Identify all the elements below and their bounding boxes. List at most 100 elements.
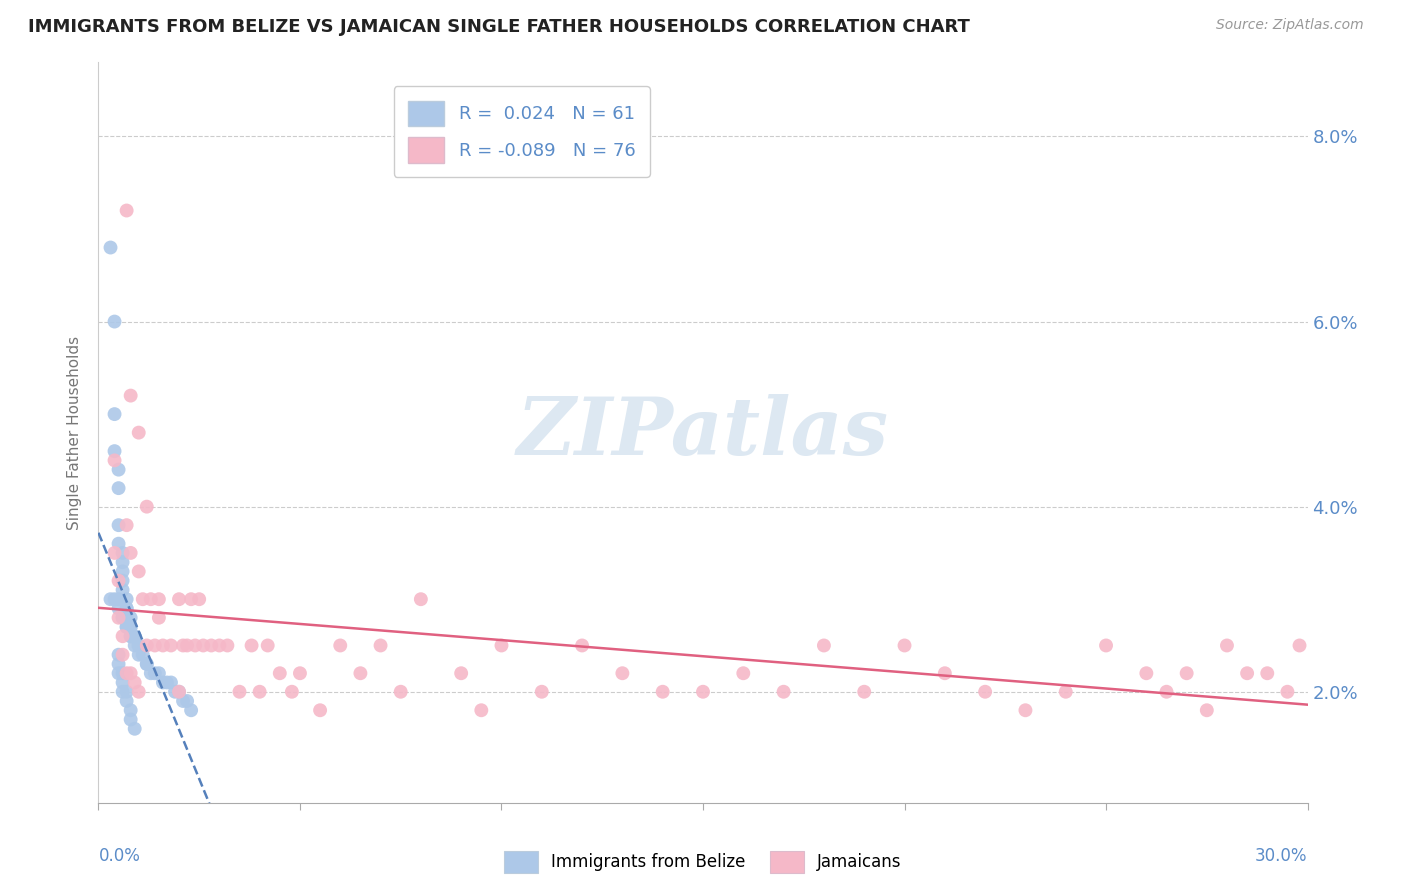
Point <box>100 592 122 607</box>
Point <box>176 639 198 653</box>
Point <box>107 574 129 588</box>
Point <box>1135 666 1157 681</box>
Point <box>120 610 142 624</box>
Point <box>309 703 332 717</box>
Point <box>111 546 134 560</box>
Point <box>115 601 138 615</box>
Point <box>733 666 755 681</box>
Point <box>107 536 129 550</box>
Point <box>1236 666 1258 681</box>
Point <box>103 453 125 467</box>
Point <box>530 685 553 699</box>
Point <box>124 629 146 643</box>
Point <box>152 675 174 690</box>
Point <box>128 639 150 653</box>
Point <box>167 685 190 699</box>
Text: ZIPatlas: ZIPatlas <box>517 394 889 471</box>
Point <box>1195 703 1218 717</box>
Point <box>135 657 157 671</box>
Point <box>124 639 146 653</box>
Point <box>200 639 222 653</box>
Point <box>1095 639 1118 653</box>
Point <box>409 592 432 607</box>
Point <box>107 518 129 533</box>
Point <box>240 639 263 653</box>
Point <box>156 675 179 690</box>
Point <box>103 314 125 328</box>
Point <box>571 639 593 653</box>
Y-axis label: Single Father Households: Single Father Households <box>67 335 83 530</box>
Point <box>128 565 150 579</box>
Point <box>269 666 291 681</box>
Point <box>1216 639 1239 653</box>
Point <box>115 610 138 624</box>
Legend: Immigrants from Belize, Jamaicans: Immigrants from Belize, Jamaicans <box>498 845 908 880</box>
Point <box>111 610 134 624</box>
Point <box>143 666 166 681</box>
Point <box>853 685 876 699</box>
Point <box>167 685 190 699</box>
Point <box>107 657 129 671</box>
Point <box>491 639 513 653</box>
Point <box>160 675 183 690</box>
Legend: R =  0.024   N = 61, R = -0.089   N = 76: R = 0.024 N = 61, R = -0.089 N = 76 <box>394 87 650 178</box>
Point <box>1288 639 1310 653</box>
Point <box>107 592 129 607</box>
Point <box>107 666 129 681</box>
Point <box>692 685 714 699</box>
Point <box>148 592 170 607</box>
Text: 30.0%: 30.0% <box>1256 847 1308 865</box>
Point <box>651 685 673 699</box>
Point <box>1277 685 1299 699</box>
Point <box>450 666 472 681</box>
Point <box>217 639 239 653</box>
Point <box>103 407 125 421</box>
Point <box>349 666 371 681</box>
Point <box>329 639 352 653</box>
Point <box>470 703 492 717</box>
Point <box>1256 666 1278 681</box>
Point <box>143 639 166 653</box>
Point <box>111 629 134 643</box>
Point <box>208 639 231 653</box>
Point <box>107 648 129 662</box>
Point <box>124 629 146 643</box>
Point <box>934 666 956 681</box>
Point <box>120 620 142 634</box>
Point <box>111 610 134 624</box>
Point <box>281 685 304 699</box>
Point <box>188 592 211 607</box>
Point <box>370 639 392 653</box>
Point <box>115 203 138 218</box>
Text: IMMIGRANTS FROM BELIZE VS JAMAICAN SINGLE FATHER HOUSEHOLDS CORRELATION CHART: IMMIGRANTS FROM BELIZE VS JAMAICAN SINGL… <box>28 18 970 36</box>
Point <box>772 685 794 699</box>
Point <box>124 675 146 690</box>
Point <box>139 666 162 681</box>
Point <box>115 601 138 615</box>
Point <box>120 629 142 643</box>
Point <box>111 565 134 579</box>
Point <box>184 639 207 653</box>
Point <box>180 703 202 717</box>
Point <box>115 685 138 699</box>
Text: Source: ZipAtlas.com: Source: ZipAtlas.com <box>1216 18 1364 32</box>
Point <box>160 639 183 653</box>
Point <box>389 685 412 699</box>
Point <box>128 639 150 653</box>
Point <box>120 703 142 717</box>
Point <box>139 592 162 607</box>
Point <box>256 639 278 653</box>
Point <box>172 639 194 653</box>
Point <box>120 666 142 681</box>
Point <box>120 620 142 634</box>
Point <box>111 648 134 662</box>
Point <box>111 574 134 588</box>
Point <box>152 639 174 653</box>
Point <box>180 592 202 607</box>
Point <box>128 425 150 440</box>
Point <box>107 610 129 624</box>
Point <box>111 685 134 699</box>
Point <box>163 685 186 699</box>
Point <box>148 666 170 681</box>
Point <box>103 546 125 560</box>
